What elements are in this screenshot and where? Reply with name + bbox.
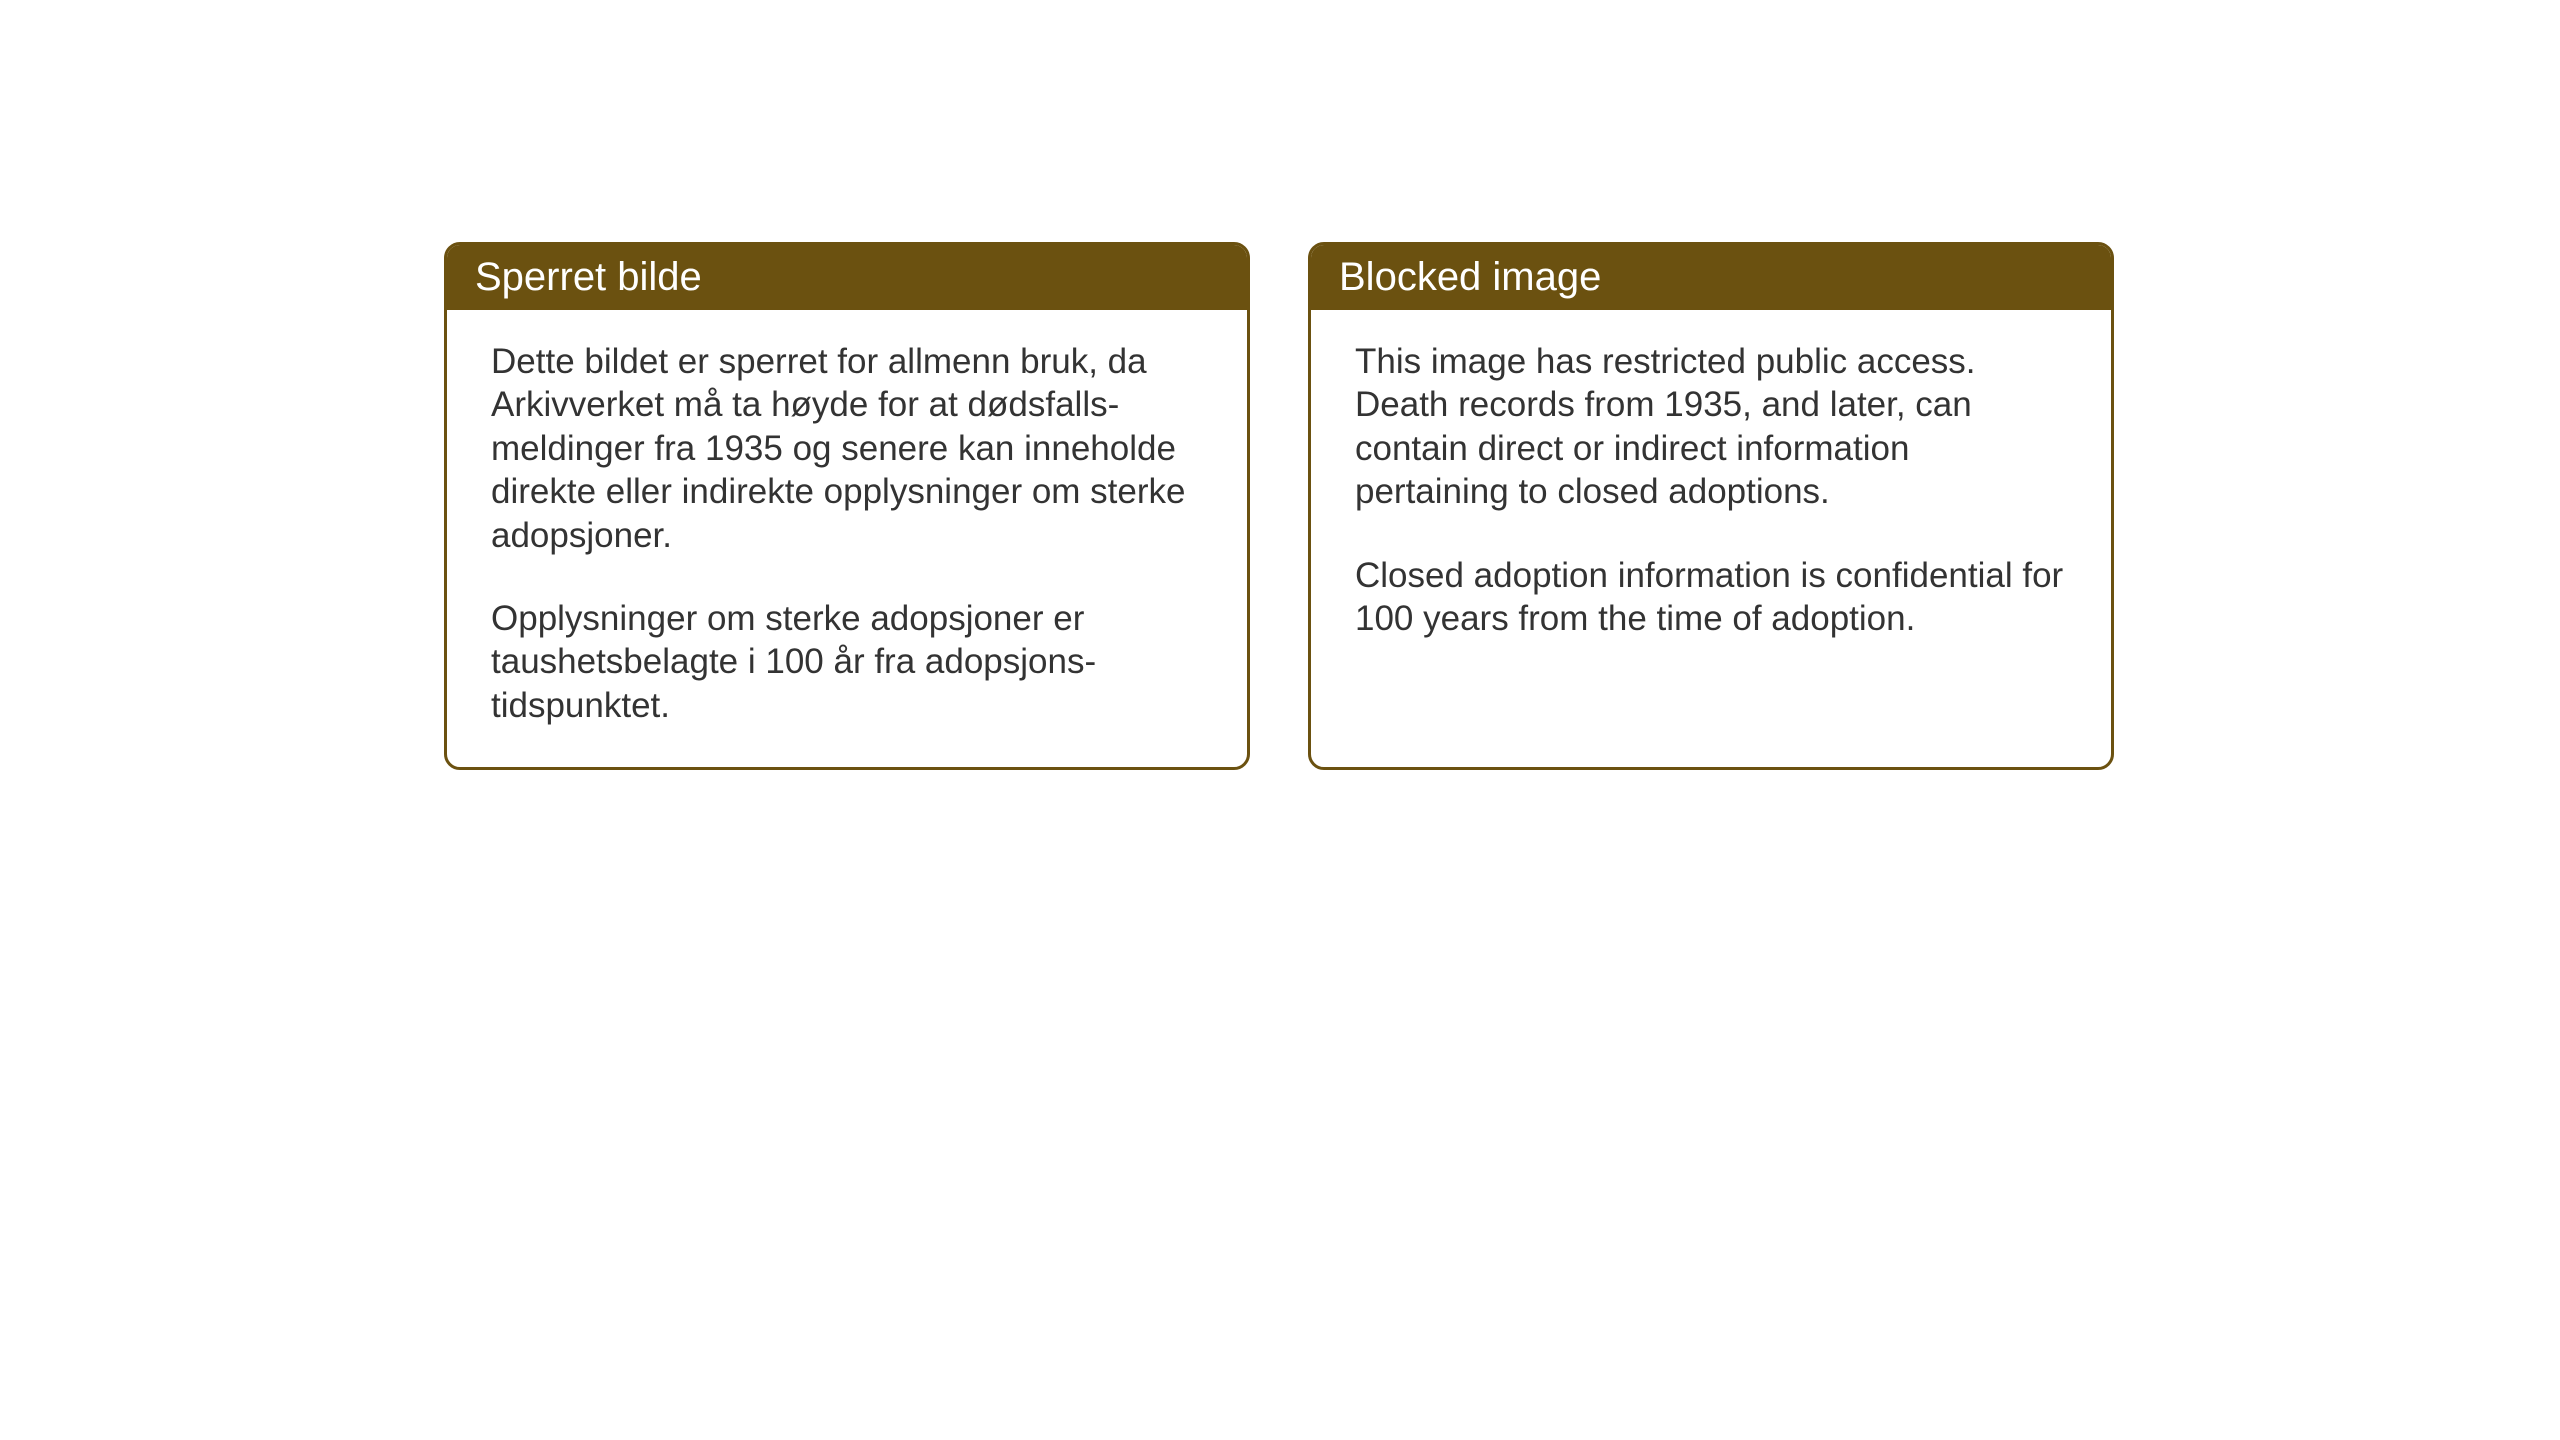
notice-container: Sperret bilde Dette bildet er sperret fo… — [444, 242, 2114, 770]
notice-header-norwegian: Sperret bilde — [447, 245, 1247, 310]
notice-paragraph: This image has restricted public access.… — [1355, 340, 2067, 514]
notice-title: Blocked image — [1339, 255, 1601, 299]
notice-body-english: This image has restricted public access.… — [1311, 310, 2111, 680]
notice-paragraph: Opplysninger om sterke adopsjoner er tau… — [491, 597, 1203, 727]
notice-box-english: Blocked image This image has restricted … — [1308, 242, 2114, 770]
notice-box-norwegian: Sperret bilde Dette bildet er sperret fo… — [444, 242, 1250, 770]
notice-paragraph: Closed adoption information is confident… — [1355, 554, 2067, 641]
notice-title: Sperret bilde — [475, 255, 702, 299]
notice-body-norwegian: Dette bildet er sperret for allmenn bruk… — [447, 310, 1247, 767]
notice-header-english: Blocked image — [1311, 245, 2111, 310]
notice-paragraph: Dette bildet er sperret for allmenn bruk… — [491, 340, 1203, 557]
